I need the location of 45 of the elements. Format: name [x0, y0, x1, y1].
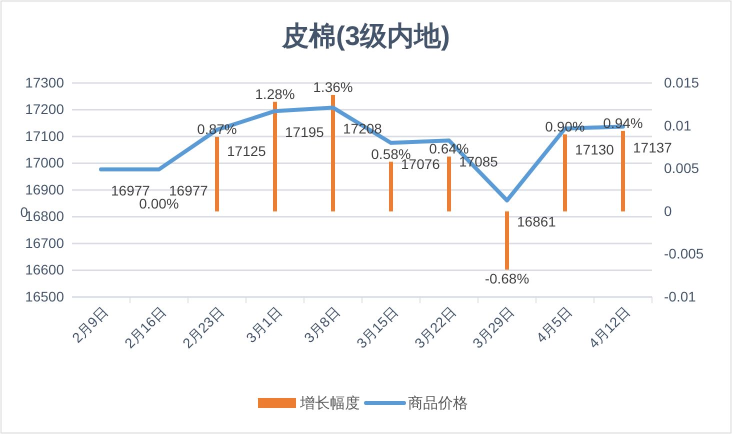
chart-title: 皮棉(3级内地) [281, 21, 450, 51]
x-tick-label: 3月8日 [300, 304, 343, 346]
legend-label: 增长幅度 [299, 395, 360, 412]
y-tick-label: 17300 [25, 74, 64, 90]
x-tick-label: 3月22日 [411, 304, 459, 352]
bar [389, 162, 393, 212]
y2-tick-label: 0.015 [664, 74, 700, 90]
y-tick-label: 16900 [25, 181, 64, 198]
y-tick-label: 17100 [25, 128, 64, 144]
y-tick-label: 16600 [25, 262, 64, 278]
x-tick-label: 2月16日 [121, 304, 169, 352]
y2-tick-label: 0.005 [664, 160, 700, 176]
data-label: 1.36% [313, 78, 353, 95]
y2-tick-label: 0.01 [664, 117, 692, 134]
bar [621, 130, 625, 212]
data-label: 1.28% [255, 86, 295, 102]
x-tick-label: 2月9日 [68, 304, 111, 346]
data-label: -0.68% [484, 270, 530, 287]
data-label: 17195 [285, 124, 324, 140]
bar [447, 156, 451, 212]
y2-tick-label: -0.005 [664, 246, 704, 262]
bar [273, 102, 277, 212]
y-tick-label: 17000 [25, 154, 64, 171]
x-tick-label: 3月1日 [242, 304, 285, 346]
data-label: 17137 [633, 140, 672, 156]
x-tick-label: 4月12日 [585, 304, 633, 352]
x-tick-label: 4月5日 [532, 304, 575, 346]
x-tick-label: 2月23日 [179, 304, 227, 352]
bar [563, 134, 567, 212]
bar [505, 211, 509, 270]
x-tick-label: 3月29日 [469, 304, 517, 352]
data-label: 17125 [227, 142, 266, 159]
data-label: 0.94% [603, 114, 643, 131]
data-label: 16861 [517, 213, 556, 230]
bar [331, 94, 335, 212]
x-tick-label: 3月15日 [353, 304, 401, 352]
data-label: 17130 [575, 141, 614, 158]
y-tick-label: 16500 [25, 288, 64, 304]
y-tick-label: 17200 [25, 101, 64, 118]
y2-tick-label: 0 [664, 202, 672, 219]
bar [215, 136, 219, 212]
legend-label: 商品价格 [408, 395, 468, 412]
y2-tick-label: -0.01 [664, 288, 696, 304]
text: 0 [20, 204, 28, 220]
y-tick-label: 16700 [25, 234, 64, 251]
